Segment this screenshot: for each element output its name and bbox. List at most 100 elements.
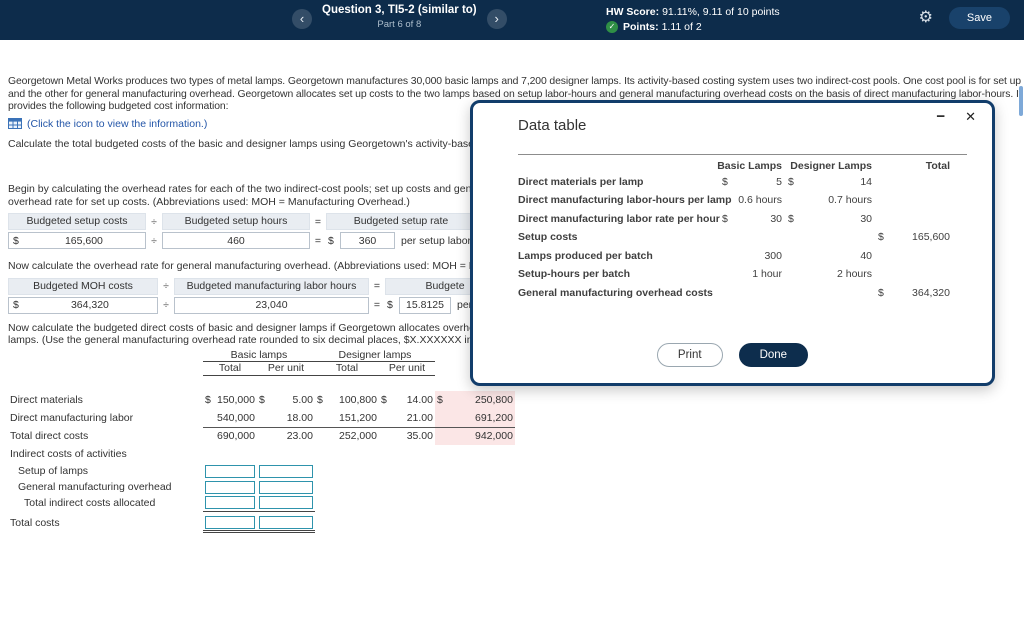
chevron-left-icon: ‹ [299,11,305,26]
step3-line: Now calculate the budgeted direct costs … [8,321,515,334]
question-content: Georgetown Metal Works produces two type… [0,76,1024,533]
hw-score-label: HW Score: [606,6,660,18]
row-label: Setup of lamps [18,465,89,477]
print-button[interactable]: Print [656,343,723,367]
row-total-value: 250,800 [458,391,515,409]
designer-value: $14 [788,175,872,188]
basic-value: 300 [764,249,782,262]
moh-rate-value-box[interactable]: 15.8125 [399,296,451,314]
table-row: General manufacturing overhead [8,479,515,495]
info-link-row: (Click the icon to view the information.… [8,118,1016,130]
save-button[interactable]: Save [948,7,1010,29]
points-label: Points: [623,21,659,33]
dialog-title: Data table [518,117,587,134]
question-title-block: Question 3, TI5-2 (similar to) Part 6 of… [322,4,477,30]
dollar-sign: $ [258,394,265,406]
question-navigation: ‹ Question 3, TI5-2 (similar to) Part 6 … [292,4,507,30]
table-row: Direct manufacturing labor 540,000 18.00… [8,409,515,428]
basic-total-value: 150,000 [217,394,255,406]
row-label: Indirect costs of activities [10,448,127,460]
table-row: Total direct costs 690,000 23.00 252,000… [8,427,515,445]
minimize-icon[interactable]: − [936,108,946,125]
total-costs-basic-input[interactable] [205,516,255,529]
row-label: Total costs [10,517,60,530]
top-bar: ‹ Question 3, TI5-2 (similar to) Part 6 … [0,0,1024,40]
budgeted-setup-hours-label: Budgeted setup hours [162,213,310,230]
designer-total-value: 100,800 [339,394,377,406]
basic-per-unit-value: 5.00 [292,394,313,406]
problem-line: provides the following budgeted cost inf… [8,101,229,112]
task-instruction: Calculate the total budgeted costs of th… [8,137,517,150]
setup-costs-value-box[interactable]: $165,600 [8,232,146,249]
labor-hours-value-box[interactable]: 23,040 [174,296,369,314]
check-circle-icon: ✓ [606,21,618,33]
moh-designer-input[interactable] [258,480,313,494]
previous-part-button[interactable]: ‹ [292,9,312,29]
header-tools: ⚙ Save [919,7,1010,29]
row-label: Total indirect costs allocated [24,497,156,509]
dollar-sign: $ [722,212,728,225]
row-label: General manufacturing overhead [18,481,172,493]
designer-value: 40 [860,249,872,262]
done-button[interactable]: Done [738,343,809,367]
setup-rate-value-box[interactable]: 360 [340,232,395,249]
moh-costs-value-box[interactable]: $364,320 [8,296,158,314]
table-row: Setup of lamps [8,463,515,479]
problem-line: Georgetown Metal Works produces two type… [8,76,1024,87]
row-label: Direct materials [10,394,83,406]
total-indirect-basic-input[interactable] [205,496,255,510]
row-label: General manufacturing overhead costs [518,286,713,299]
equals-sign: = [314,215,322,228]
step1-instruction: Begin by calculating the overhead rates … [8,183,1016,208]
basic-total-value: 540,000 [215,409,257,428]
total-indirect-designer-input[interactable] [258,496,313,510]
designer-value: 2 hours [836,268,872,281]
dollar-sign: $ [878,286,884,299]
setup-designer-input[interactable] [258,464,313,478]
divide-sign: ÷ [163,280,169,292]
setup-basic-input[interactable] [205,464,255,478]
scrollbar-thumb[interactable] [1019,86,1023,116]
data-table-dialog: − ✕ Data table Basic Lamps Designer Lamp… [470,100,995,386]
designer-value: $30 [788,212,872,225]
next-part-button[interactable]: › [486,9,507,29]
budgeted-moh-costs-label: Budgeted MOH costs [8,277,158,295]
labor-hours-value: 23,040 [255,299,288,311]
basic-per-unit-value: 23.00 [286,430,313,443]
designer-lamps-group-header: Designer lamps [314,348,435,362]
moh-basic-input[interactable] [205,480,255,494]
view-information-link[interactable]: (Click the icon to view the information.… [27,117,208,130]
settings-gear-icon[interactable]: ⚙ [918,9,933,26]
designer-per-unit-value: 35.00 [406,430,433,443]
basic-total-header: Total [203,361,257,376]
row-label: Setup costs [518,231,578,244]
row-label: Direct manufacturing labor-hours per lam… [518,194,732,207]
total-costs-designer-input[interactable] [258,516,313,529]
hw-score-line: HW Score: 91.11%, 9.11 of 10 points [606,6,780,18]
hw-score-value: 91.11%, 9.11 of 10 points [662,6,780,18]
data-table-icon[interactable] [8,118,22,129]
basic-per-unit-header: Per unit [256,361,315,376]
row-label: Setup-hours per batch [518,268,631,281]
designer-per-unit-value: 21.00 [390,409,435,428]
basic-lamps-column-header: Basic Lamps [717,159,782,172]
basic-value: 1 hour [752,268,782,281]
divide-sign: ÷ [151,215,157,228]
close-icon[interactable]: ✕ [965,109,976,124]
table-row: General manufacturing overhead costs $36… [518,284,967,303]
designer-per-unit-header: Per unit [378,361,435,376]
question-title: Question 3, TI5-2 (similar to) [322,4,477,16]
dollar-sign: $ [205,394,211,406]
basic-total-value: 690,000 [217,430,255,443]
row-label: Lamps produced per batch [518,249,653,262]
table-row: Direct materials per lamp $5 $14 [518,173,967,192]
table-row: Indirect costs of activities [8,445,515,463]
table-row: Direct materials $ 150,000 $ 5.00 $ 100,… [8,391,515,409]
table-row: Total costs [8,515,515,533]
setup-hours-value-box[interactable]: 460 [162,232,310,249]
dollar-sign: $ [13,234,19,247]
step3-instruction: Now calculate the budgeted direct costs … [8,322,1016,347]
points-value: 1.11 of 2 [661,21,702,33]
table-row: Direct manufacturing labor rate per hour… [518,210,967,229]
step2-instruction: Now calculate the overhead rate for gene… [8,260,512,272]
